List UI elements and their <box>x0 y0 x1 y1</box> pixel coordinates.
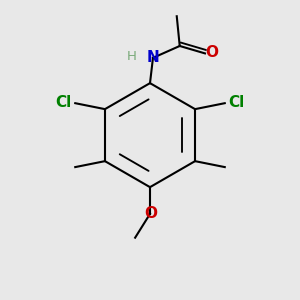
Text: O: O <box>205 45 218 60</box>
Text: N: N <box>147 50 159 65</box>
Text: Cl: Cl <box>228 95 244 110</box>
Text: O: O <box>144 206 158 221</box>
Text: Cl: Cl <box>56 95 72 110</box>
Text: H: H <box>127 50 137 63</box>
